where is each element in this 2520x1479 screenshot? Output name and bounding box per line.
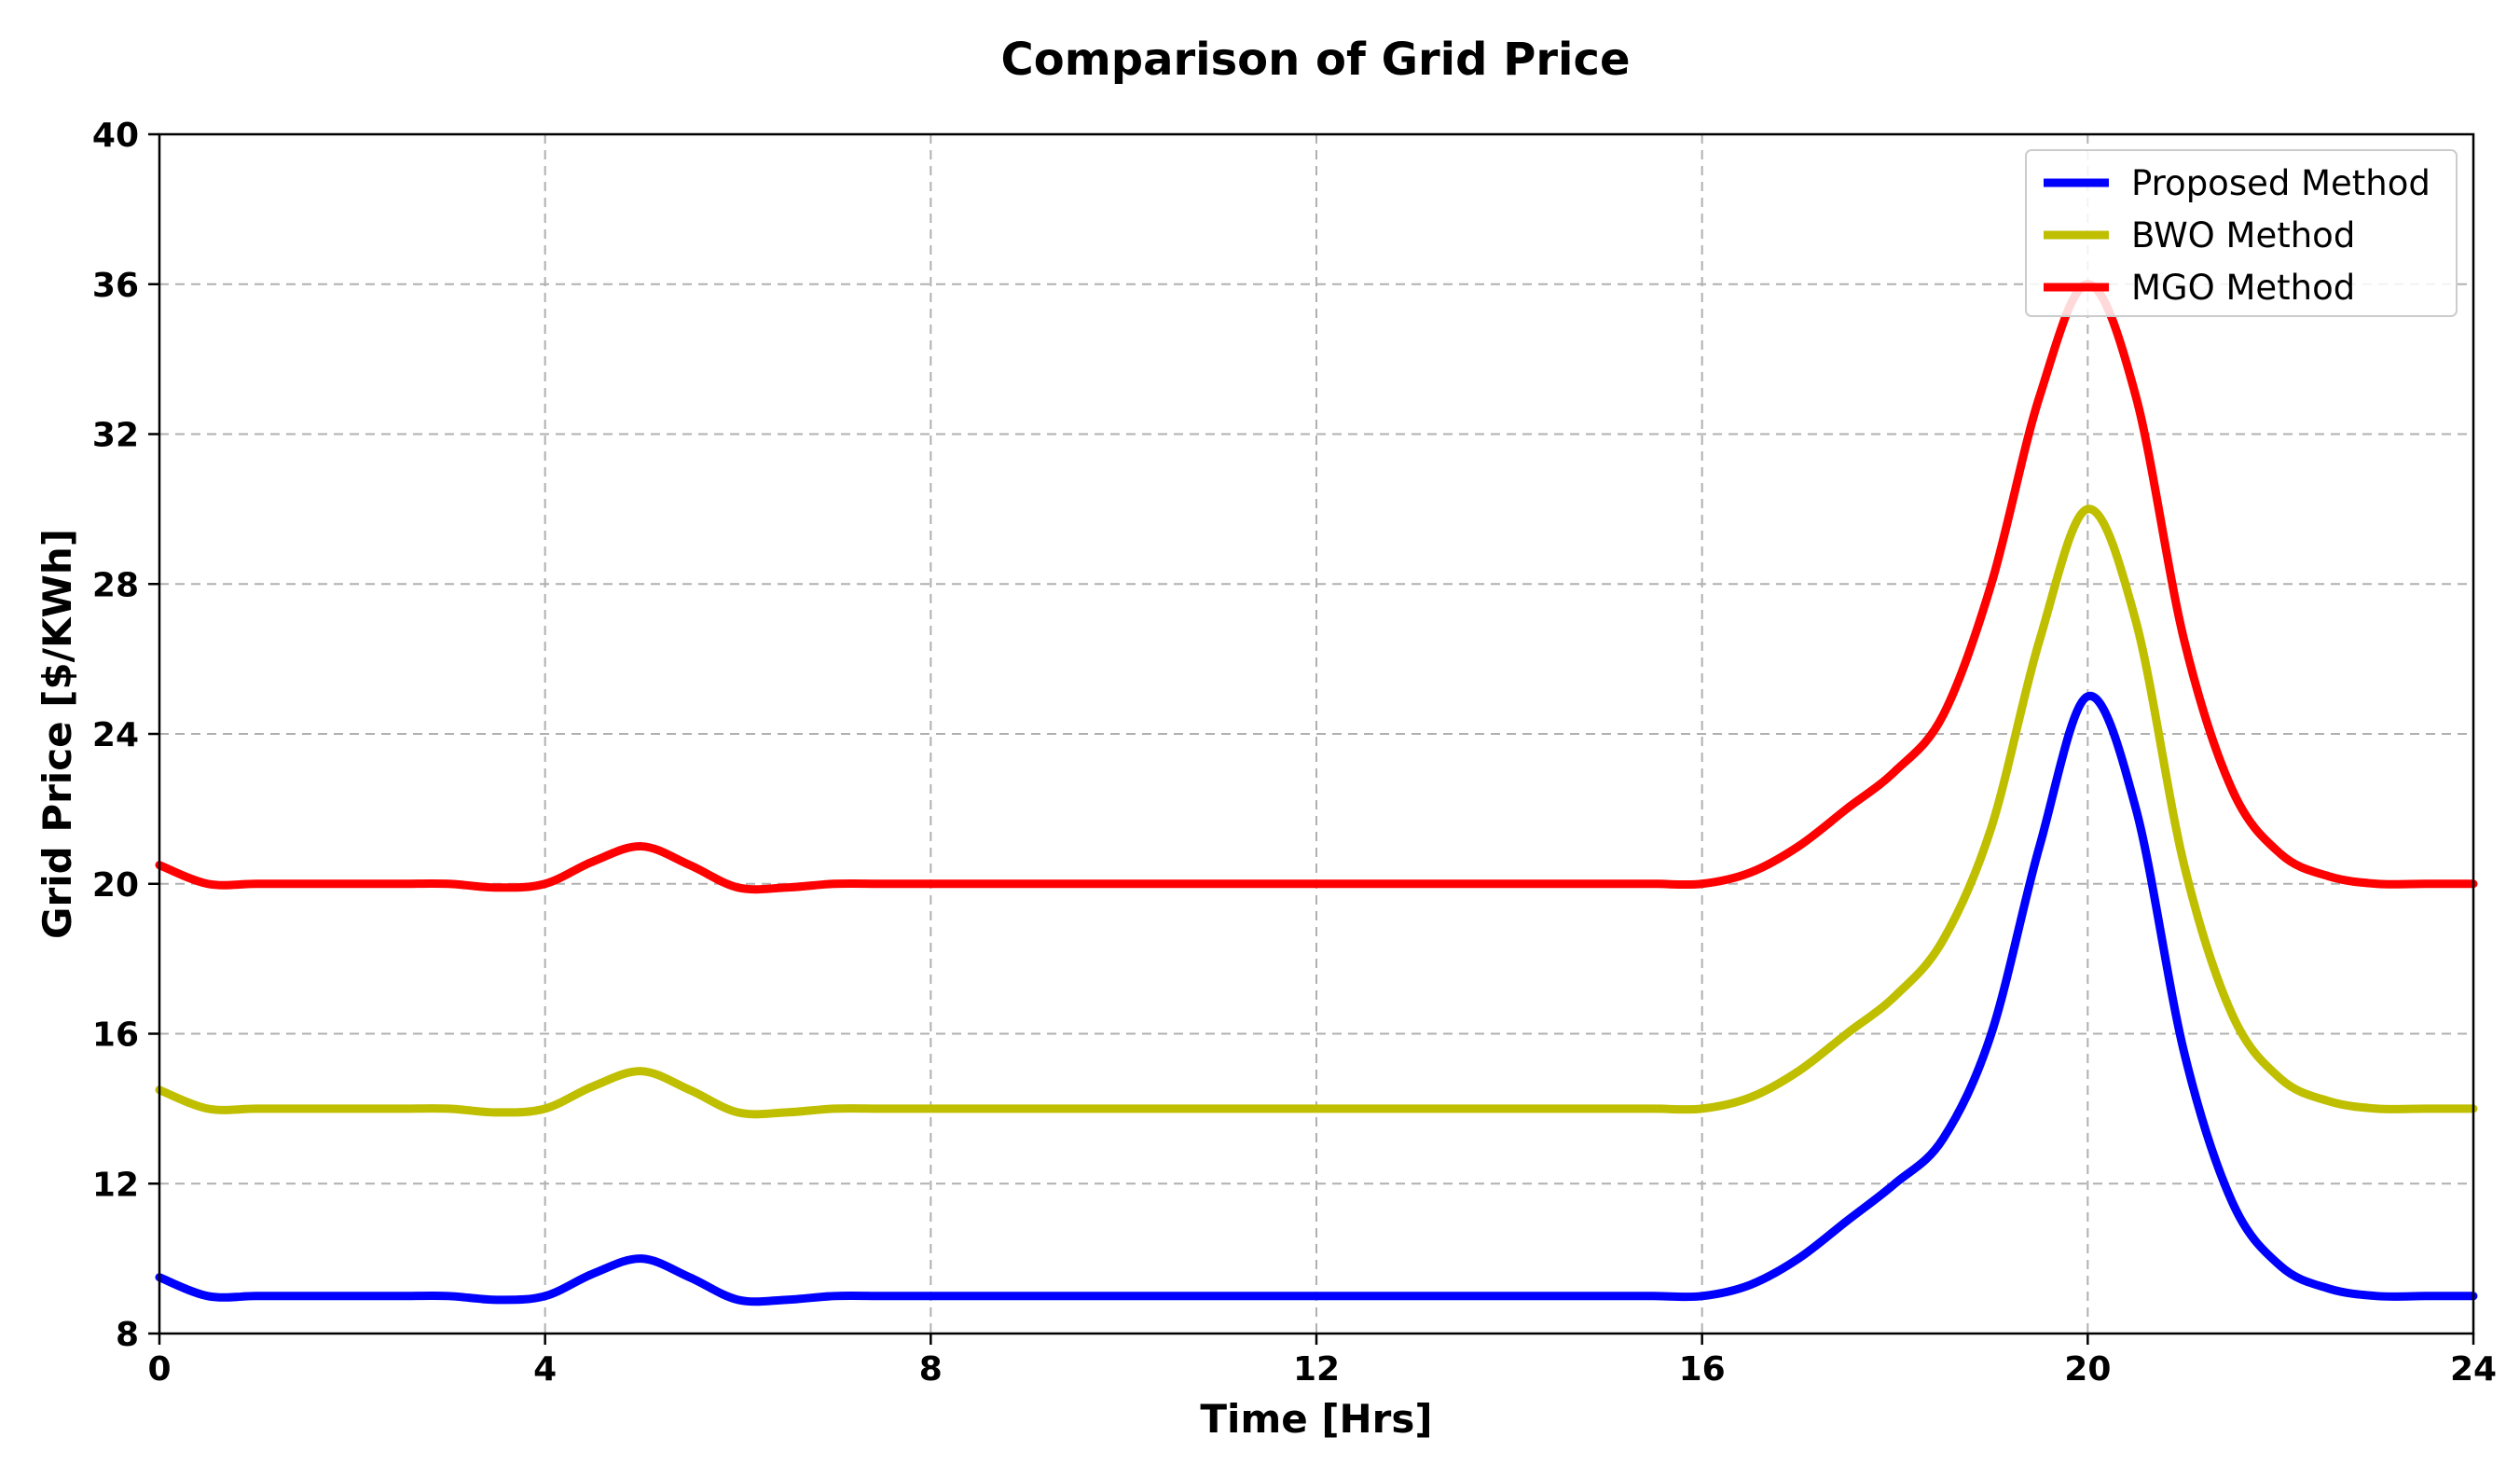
legend-label-proposed-method: Proposed Method <box>2131 163 2430 203</box>
legend-label-bwo-method: BWO Method <box>2131 215 2355 256</box>
y-tick-label: 16 <box>92 1016 139 1055</box>
y-axis-label: Grid Price [$/KWh] <box>34 529 80 939</box>
x-tick-label: 4 <box>533 1350 557 1389</box>
x-axis-label: Time [Hrs] <box>1200 1396 1432 1442</box>
y-tick-label: 32 <box>92 417 139 455</box>
chart-title: Comparison of Grid Price <box>1001 34 1631 86</box>
x-tick-label: 24 <box>2450 1350 2497 1389</box>
legend: Proposed Method BWO Method MGO Method <box>2025 149 2458 317</box>
y-tick-label: 40 <box>92 117 139 155</box>
y-tick-label: 36 <box>92 267 139 305</box>
axis-ticks: 0 4 8 12 16 20 24 8 12 16 20 24 28 32 36 40 <box>92 117 2497 1389</box>
x-tick-label: 0 <box>147 1350 171 1389</box>
y-tick-label: 28 <box>92 566 139 604</box>
x-tick-label: 8 <box>919 1350 943 1389</box>
y-tick-label: 12 <box>92 1166 139 1204</box>
x-tick-label: 12 <box>1293 1350 1340 1389</box>
y-tick-label: 8 <box>116 1316 139 1354</box>
series-line-mgo-method <box>155 280 2478 894</box>
x-tick-label: 16 <box>1679 1350 1726 1389</box>
series-lines <box>155 280 2478 1306</box>
legend-entries: Proposed Method BWO Method MGO Method <box>2044 163 2430 308</box>
y-tick-label: 24 <box>92 716 139 754</box>
legend-label-mgo-method: MGO Method <box>2131 268 2355 308</box>
x-tick-label: 20 <box>2064 1350 2111 1389</box>
legend-box <box>2025 149 2458 317</box>
series-line-proposed-method <box>155 691 2478 1306</box>
series-line-bwo-method <box>155 505 2478 1119</box>
y-tick-label: 20 <box>92 866 139 905</box>
